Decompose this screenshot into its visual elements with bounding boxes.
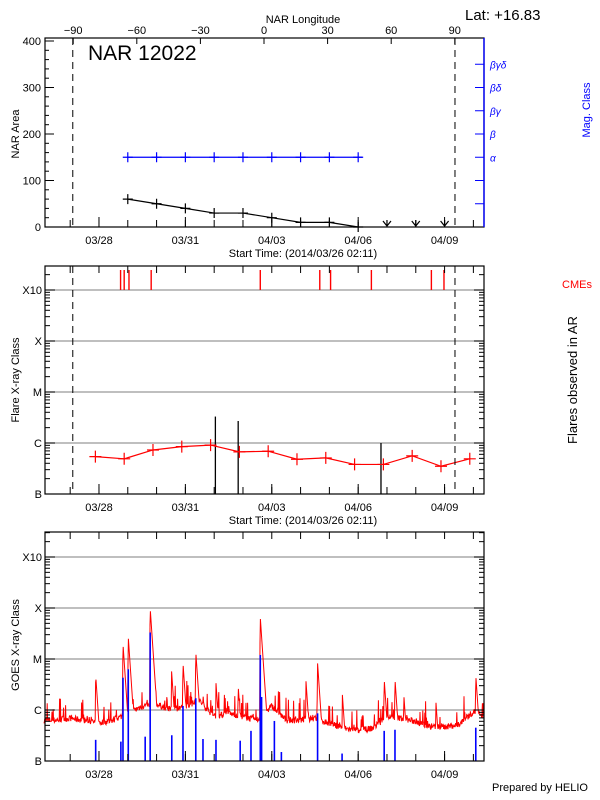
mag-class-point <box>324 152 335 163</box>
prepared-by-label: Prepared by HELIO <box>492 782 588 794</box>
y2-axis-title-mag-class: Mag. Class <box>581 82 593 138</box>
top-axis-tick-label: −60 <box>127 25 146 37</box>
mag-class-point <box>237 152 248 163</box>
goes-long-channel-curve <box>43 611 485 734</box>
top-axis-tick-label: 0 <box>261 25 267 37</box>
y-tick-label: C <box>34 705 42 717</box>
x-tick-label: 04/06 <box>344 235 372 247</box>
x-tick-label: 03/28 <box>85 235 113 247</box>
plot-frame-panel3 <box>44 531 485 762</box>
x-tick-label: 03/28 <box>85 502 113 514</box>
x-tick-label: 03/31 <box>172 769 200 781</box>
flare-class-point <box>118 452 131 465</box>
x-axis-title-panel2: Start Time: (2014/03/26 02:11) <box>229 515 377 527</box>
area-point <box>180 203 191 214</box>
cme-label: CMEs <box>562 279 592 291</box>
y-tick-label: M <box>33 654 42 666</box>
mag-class-label: β <box>489 130 496 141</box>
flare-class-point <box>175 440 188 453</box>
plot-frame-panel2 <box>44 265 485 495</box>
y-tick-label: B <box>35 756 42 768</box>
region-title: NAR 12022 <box>88 42 197 65</box>
flare-class-point <box>233 445 246 458</box>
mag-class-label: βδ <box>489 84 502 95</box>
flare-class-point <box>377 458 390 471</box>
flare-class-point <box>434 460 447 473</box>
x-tick-label: 04/09 <box>431 235 459 247</box>
grid-layer <box>45 289 484 711</box>
flare-class-point <box>406 449 419 462</box>
top-axis-tick-label: 60 <box>385 25 397 37</box>
x-tick-label: 04/03 <box>258 235 286 247</box>
y-axis-title-area: NAR Area <box>10 109 22 159</box>
area-point <box>151 198 162 209</box>
x-tick-label: 04/09 <box>431 502 459 514</box>
mag-class-label: βγδ <box>489 60 507 71</box>
mag-class-point <box>151 152 162 163</box>
x-tick-label: 03/31 <box>172 502 200 514</box>
latitude-label: Lat: +16.83 <box>465 7 540 24</box>
y-tick-label: X <box>35 336 43 348</box>
flare-class-point <box>319 451 332 464</box>
mag-class-label: βγ <box>489 107 502 118</box>
x-tick-label: 03/28 <box>85 769 113 781</box>
top-axis-tick-label: −90 <box>64 25 83 37</box>
x-tick-label: 04/03 <box>258 769 286 781</box>
flare-class-point <box>463 452 476 465</box>
y-axis-title-flare-class: Flare X-ray Class <box>10 337 22 422</box>
x-tick-label: 03/31 <box>172 235 200 247</box>
area-point <box>237 208 248 219</box>
flare-class-point <box>262 445 275 458</box>
mag-class-point <box>180 152 191 163</box>
y-tick-label: X10 <box>22 552 42 564</box>
x-tick-label: 04/06 <box>344 769 372 781</box>
top-axis-tick-label: −30 <box>191 25 210 37</box>
mag-class-point <box>353 152 364 163</box>
mag-class-point <box>209 152 220 163</box>
flare-class-point <box>348 458 361 471</box>
y-tick-label: B <box>35 489 42 501</box>
mag-class-point <box>295 152 306 163</box>
y-tick-label: X10 <box>22 285 42 297</box>
top-axis-tick-label: 90 <box>449 25 461 37</box>
area-point <box>122 194 133 205</box>
y-axis-title-goes-class: GOES X-ray Class <box>10 599 22 691</box>
area-point <box>209 208 220 219</box>
top-axis-title: NAR Longitude <box>266 14 341 26</box>
mag-class-label: α <box>490 153 496 164</box>
mag-class-point <box>266 152 277 163</box>
y-tick-label: 100 <box>23 176 41 188</box>
y-tick-label: 0 <box>35 222 41 234</box>
x-axis-title-panel1: Start Time: (2014/03/26 02:11) <box>229 248 377 260</box>
mag-class-point <box>122 152 133 163</box>
x-tick-label: 04/06 <box>344 502 372 514</box>
y-tick-label: C <box>34 438 42 450</box>
y-tick-label: M <box>33 387 42 399</box>
flare-class-point <box>290 453 303 466</box>
x-tick-label: 04/09 <box>431 769 459 781</box>
axes-layer: 03/28 03/31 04/03 04/06 04/09 03/28 03/31 04/03… <box>22 25 506 781</box>
y-tick-label: 200 <box>23 129 41 141</box>
y-tick-label: 400 <box>23 36 41 48</box>
y-tick-label: X <box>35 603 43 615</box>
y-tick-label: 300 <box>23 83 41 95</box>
flare-class-point <box>89 450 102 463</box>
flare-class-point <box>146 443 159 456</box>
y2-axis-title-flares-observed: Flares observed in AR <box>565 316 580 444</box>
x-tick-label: 04/03 <box>258 502 286 514</box>
flare-class-point <box>204 439 217 452</box>
top-axis-tick-label: 30 <box>321 25 333 37</box>
